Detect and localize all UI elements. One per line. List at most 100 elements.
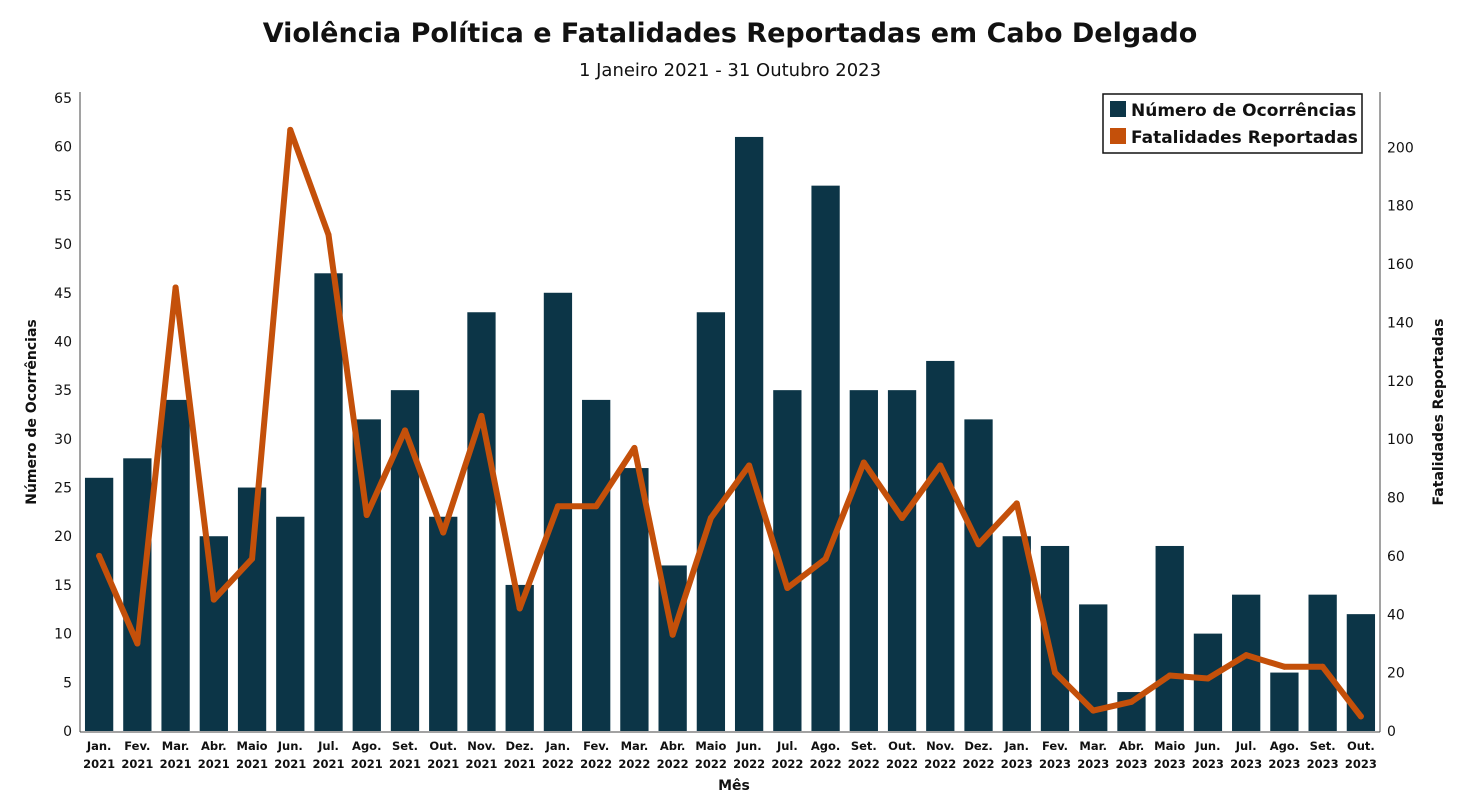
fatalities-point-0 (96, 552, 103, 559)
y-left-tick-label: 0 (63, 724, 72, 740)
bar-19 (811, 185, 840, 731)
fatalities-point-9 (440, 529, 447, 536)
x-tick-year: 2021 (274, 757, 306, 771)
y-right-tick-label: 140 (1387, 315, 1414, 331)
x-tick-month: Nov. (926, 739, 954, 753)
x-tick-year: 2021 (160, 757, 192, 771)
chart-title: Violência Política e Fatalidades Reporta… (262, 18, 1198, 49)
x-tick-year: 2022 (771, 757, 803, 771)
y-left-tick-label: 50 (54, 237, 72, 253)
x-tick-month: Abr. (1119, 739, 1145, 753)
y-left-tick-label: 10 (54, 627, 72, 643)
x-tick-month: Jul. (1235, 739, 1257, 753)
x-tick-month: Ago. (1270, 739, 1299, 753)
x-tick-month: Abr. (201, 739, 227, 753)
fatalities-point-10 (478, 412, 485, 419)
bar-32 (1308, 594, 1337, 731)
x-tick-year: 2022 (733, 757, 765, 771)
x-tick-year: 2023 (1307, 757, 1339, 771)
x-tick-year: 2022 (618, 757, 650, 771)
x-tick-month: Fev. (583, 739, 609, 753)
fatalities-point-2 (172, 284, 179, 291)
fatalities-point-15 (669, 631, 676, 638)
legend-label-fatalities: Fatalidades Reportadas (1131, 128, 1358, 148)
bars-layer (84, 136, 1376, 731)
fatalities-point-6 (325, 231, 332, 238)
x-tick-month: Set. (1310, 739, 1336, 753)
y-right-tick-label: 20 (1387, 666, 1405, 682)
legend-swatch-fatalities (1110, 128, 1126, 144)
x-tick-year: 2021 (389, 757, 421, 771)
y-left-tick-label: 60 (54, 140, 72, 156)
x-tick-year: 2023 (1077, 757, 1109, 771)
fatalities-point-24 (1013, 500, 1020, 507)
x-tick-month: Set. (851, 739, 877, 753)
line-layer (96, 126, 1364, 720)
x-tick-month: Jun. (1194, 739, 1220, 753)
x-tick-year: 2022 (886, 757, 918, 771)
y-right-tick-label: 180 (1387, 199, 1414, 215)
x-tick-month: Mar. (1079, 739, 1107, 753)
x-tick-month: Ago. (811, 739, 840, 753)
x-tick-month: Out. (429, 739, 457, 753)
bar-3 (199, 536, 228, 731)
x-tick-month: Jan. (1003, 739, 1029, 753)
fatalities-point-17 (746, 462, 753, 469)
fatalities-line (96, 126, 1364, 720)
x-tick-year: 2022 (580, 757, 612, 771)
bar-7 (352, 419, 381, 731)
x-tick-month: Mar. (621, 739, 649, 753)
y-right-tick-label: 40 (1387, 607, 1405, 623)
y-left-tick-label: 35 (54, 383, 72, 399)
fatalities-point-28 (1166, 672, 1173, 679)
fatalities-point-1 (134, 640, 141, 647)
y-left-tick-label: 45 (54, 286, 72, 302)
bar-13 (582, 399, 611, 731)
fatalities-point-25 (1052, 669, 1058, 676)
bar-1 (123, 458, 152, 731)
fatalities-point-30 (1243, 652, 1250, 659)
fatalities-point-5 (287, 126, 294, 133)
fatalities-point-22 (937, 462, 944, 469)
y-right-tick-label: 100 (1387, 432, 1414, 448)
bar-10 (467, 312, 496, 731)
x-tick-month: Fev. (1042, 739, 1068, 753)
x-tick-month: Jul. (776, 739, 798, 753)
fatalities-point-19 (822, 555, 829, 562)
fatalities-point-27 (1128, 698, 1135, 705)
x-tick-month: Out. (888, 739, 916, 753)
fatalities-point-8 (402, 427, 408, 434)
y-left-tick-label: 30 (54, 432, 72, 448)
x-tick-month: Set. (392, 739, 418, 753)
x-tick-month: Mar. (162, 739, 190, 753)
y-right-tick-label: 160 (1387, 257, 1414, 273)
bar-17 (734, 136, 764, 731)
x-tick-month: Jun. (736, 739, 762, 753)
x-tick-year: 2023 (1154, 757, 1186, 771)
x-tick-year: 2023 (1230, 757, 1262, 771)
legend-label-occurrences: Número de Ocorrências (1131, 101, 1356, 121)
y-right-tick-label: 0 (1387, 724, 1396, 740)
x-tick-year: 2021 (83, 757, 115, 771)
x-tick-year: 2021 (504, 757, 536, 771)
x-tick-month: Jan. (86, 739, 112, 753)
x-tick-year: 2022 (695, 757, 727, 771)
fatalities-point-29 (1204, 675, 1211, 682)
x-tick-year: 2023 (1115, 757, 1147, 771)
bar-24 (1002, 536, 1031, 731)
x-tick-month: Out. (1347, 739, 1375, 753)
bar-9 (429, 516, 458, 731)
y-right-tick-label: 120 (1387, 374, 1414, 390)
fatalities-point-32 (1319, 663, 1326, 670)
x-tick-month: Jul. (317, 739, 339, 753)
fatalities-point-14 (631, 444, 638, 451)
fatalities-point-4 (249, 555, 256, 562)
fatalities-point-20 (860, 459, 867, 466)
x-tick-year: 2023 (1001, 757, 1033, 771)
y-right-tick-label: 200 (1387, 140, 1414, 156)
y-axis-right-title: Fatalidades Reportadas (1431, 319, 1447, 506)
fatalities-point-13 (593, 503, 600, 510)
y-left-tick-label: 25 (54, 481, 72, 497)
x-tick-year: 2023 (1268, 757, 1300, 771)
